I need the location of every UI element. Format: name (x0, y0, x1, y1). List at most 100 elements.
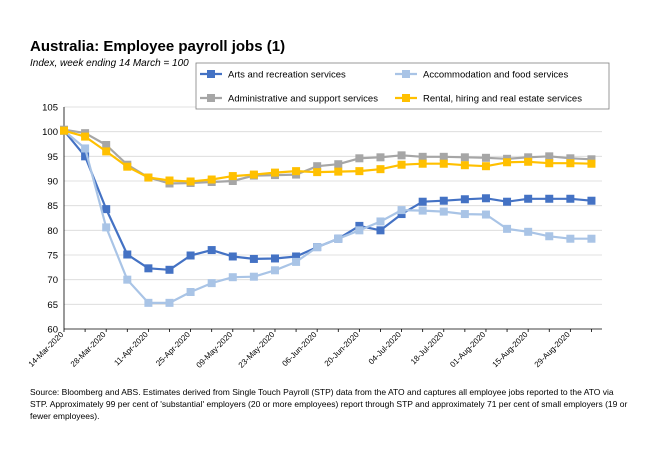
data-point (313, 168, 322, 177)
y-tick-label: 85 (47, 201, 58, 212)
data-point (460, 210, 469, 219)
data-point (587, 155, 596, 164)
series-4 (60, 126, 596, 186)
data-point (460, 161, 469, 170)
data-point (334, 167, 343, 176)
data-point (60, 126, 68, 135)
x-axis-tick-labels: 14-Mar-2020 28-Mar-2020 11-Apr-2020 25-Apr-… (27, 330, 572, 370)
legend-label: Arts and recreation services (228, 70, 346, 81)
y-tick-label: 80 (47, 226, 58, 237)
x-tick-label: 23-May-2020 (237, 330, 277, 370)
legend-label: Administrative and support services (228, 94, 378, 105)
chart-title: Australia: Employee payroll jobs (1) (30, 38, 286, 55)
data-point (418, 159, 427, 168)
data-point (207, 279, 216, 288)
x-tick-label: 15-Aug-2020 (490, 330, 529, 369)
data-point (165, 298, 174, 307)
data-point (186, 288, 195, 296)
data-point (439, 152, 448, 161)
data-point (439, 207, 448, 216)
data-point (292, 257, 301, 266)
data-point (334, 234, 343, 243)
data-point (355, 221, 364, 230)
data-point (313, 243, 322, 252)
legend-item-1: Arts and recreation services (200, 70, 346, 81)
data-point (566, 159, 575, 168)
data-point (355, 154, 364, 163)
chart-subtitle: Index, week ending 14 March = 100 (30, 58, 189, 69)
data-point (249, 254, 258, 263)
data-point (207, 246, 216, 255)
source-note: Source: Bloomberg and ABS. Estimates der… (30, 387, 628, 421)
y-tick-label: 70 (47, 275, 58, 286)
data-point (439, 159, 448, 168)
data-point (481, 194, 490, 203)
data-point (249, 272, 258, 281)
data-point (376, 217, 385, 226)
data-point (587, 196, 596, 205)
data-point (102, 140, 111, 149)
y-tick-label: 105 (42, 103, 58, 114)
data-point (397, 206, 406, 215)
legend-swatch-marker (207, 94, 215, 102)
data-point (355, 167, 364, 176)
legend-item-4: Rental, hiring and real estate services (395, 94, 582, 105)
y-tick-label: 95 (47, 152, 58, 163)
data-point (270, 266, 279, 275)
legend-label: Rental, hiring and real estate services (423, 94, 582, 105)
x-tick-label: 18-Jul-2020 (409, 330, 446, 367)
x-tick-label: 25-Apr-2020 (154, 330, 192, 368)
y-tick-label: 65 (47, 300, 58, 311)
data-point (144, 298, 153, 307)
data-point (545, 194, 554, 203)
data-point (481, 210, 490, 219)
data-point (376, 165, 385, 174)
x-tick-label: 04-Jul-2020 (367, 330, 404, 367)
data-point (228, 273, 237, 282)
data-point (228, 252, 237, 261)
data-point (102, 205, 111, 214)
x-tick-label: 01-Aug-2020 (448, 330, 487, 369)
data-point (292, 252, 301, 261)
data-point (545, 159, 554, 168)
data-point (397, 160, 406, 169)
data-point (334, 160, 343, 169)
data-point (460, 153, 469, 162)
data-point (503, 158, 512, 167)
x-tick-label: 06-Jun-2020 (280, 330, 319, 369)
axes (63, 107, 602, 332)
data-point (587, 159, 596, 168)
x-tick-label: 11-Apr-2020 (112, 330, 150, 368)
data-point (545, 232, 554, 241)
data-point (123, 162, 132, 171)
data-point (270, 168, 279, 177)
data-point (587, 234, 596, 243)
data-point (270, 254, 279, 263)
legend-item-3: Administrative and support services (200, 94, 378, 105)
data-point (313, 162, 322, 171)
data-point (207, 175, 216, 184)
y-axis-tick-labels: 60 65 70 75 80 85 90 95 100 105 (42, 103, 58, 336)
data-point (418, 152, 427, 161)
data-point (228, 177, 237, 185)
data-point (418, 206, 427, 215)
legend-swatch-marker (402, 70, 410, 78)
data-point (566, 194, 575, 203)
data-point (123, 275, 132, 284)
legend-label: Accommodation and food services (423, 70, 568, 81)
series-1 (60, 126, 596, 274)
data-point (481, 162, 490, 171)
data-point (81, 152, 90, 161)
data-point (165, 176, 174, 185)
data-point (355, 226, 364, 235)
data-point (228, 172, 237, 181)
x-tick-label: 20-Jun-2020 (323, 330, 362, 369)
data-point (186, 251, 195, 260)
data-point (481, 153, 490, 162)
data-point (186, 177, 195, 186)
y-tick-label: 100 (42, 127, 58, 138)
data-point (566, 154, 575, 163)
data-point (376, 153, 385, 162)
x-tick-label: 09-May-2020 (195, 330, 235, 370)
